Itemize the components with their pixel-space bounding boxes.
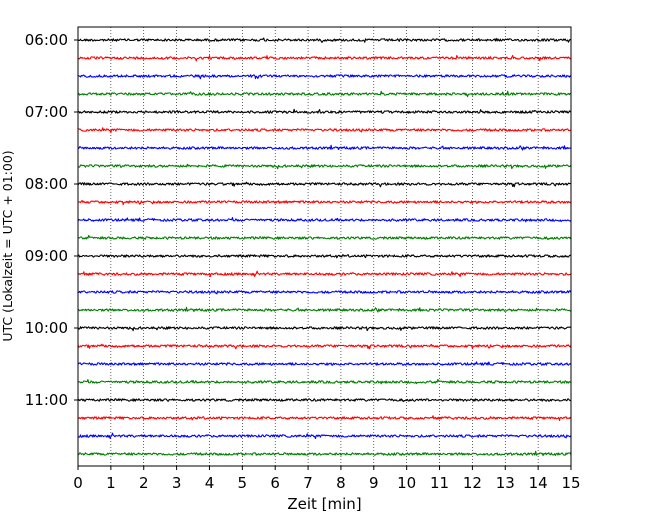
x-tick-label: 10 bbox=[397, 474, 416, 492]
plot-frame bbox=[77, 26, 572, 467]
trace-0745 bbox=[77, 163, 572, 170]
trace-0845 bbox=[77, 234, 572, 241]
trace-0700 bbox=[77, 108, 572, 114]
x-tick-label: 8 bbox=[336, 474, 346, 492]
trace-1130 bbox=[77, 432, 572, 440]
trace-0900 bbox=[78, 254, 572, 259]
y-tick-label: 11:00 bbox=[25, 391, 68, 409]
trace-0630 bbox=[77, 74, 572, 80]
trace-1000 bbox=[77, 326, 572, 332]
y-tick-label: 09:00 bbox=[25, 247, 68, 265]
trace-0815 bbox=[77, 199, 572, 206]
y-axis-ticks: 06:00 07:00 08:00 09:00 10:00 11:00 bbox=[25, 31, 78, 409]
trace-0730 bbox=[77, 144, 572, 151]
y-axis-label: UTC (Lokalzeit = UTC + 01:00) bbox=[0, 150, 15, 341]
x-tick-label: 14 bbox=[529, 474, 548, 492]
x-tick-label: 2 bbox=[139, 474, 149, 492]
trace-0615 bbox=[77, 54, 572, 62]
trace-1045 bbox=[77, 378, 572, 385]
trace-group bbox=[77, 37, 572, 457]
x-axis-ticks: 0 1 2 3 4 5 6 7 8 9 10 11 12 13 14 15 bbox=[73, 466, 581, 492]
trace-0930 bbox=[77, 290, 572, 295]
trace-0715 bbox=[78, 127, 572, 134]
y-tick-label: 10:00 bbox=[25, 319, 68, 337]
trace-1015 bbox=[77, 343, 572, 350]
x-tick-label: 11 bbox=[430, 474, 449, 492]
trace-1145 bbox=[77, 450, 572, 457]
trace-1030 bbox=[77, 361, 572, 366]
x-tick-label: 7 bbox=[303, 474, 313, 492]
trace-0800 bbox=[77, 181, 572, 188]
x-tick-label: 5 bbox=[238, 474, 248, 492]
x-tick-label: 15 bbox=[561, 474, 580, 492]
x-tick-label: 0 bbox=[73, 474, 83, 492]
trace-0915 bbox=[77, 270, 572, 278]
plot-background bbox=[78, 27, 571, 466]
trace-0600 bbox=[77, 37, 572, 43]
trace-0645 bbox=[77, 90, 572, 98]
x-tick-label: 6 bbox=[270, 474, 280, 492]
y-tick-label: 08:00 bbox=[25, 175, 68, 193]
y-tick-label: 07:00 bbox=[25, 103, 68, 121]
y-tick-label: 06:00 bbox=[25, 31, 68, 49]
trace-0830 bbox=[77, 217, 572, 223]
vertical-grid bbox=[110, 27, 539, 466]
x-tick-label: 12 bbox=[463, 474, 482, 492]
x-tick-label: 1 bbox=[106, 474, 116, 492]
trace-1115 bbox=[77, 415, 572, 422]
trace-0945 bbox=[77, 306, 572, 313]
x-tick-label: 9 bbox=[369, 474, 379, 492]
x-tick-label: 4 bbox=[205, 474, 215, 492]
x-axis-label: Zeit [min] bbox=[287, 495, 361, 513]
x-tick-label: 3 bbox=[172, 474, 182, 492]
trace-1100 bbox=[77, 398, 572, 403]
x-tick-label: 13 bbox=[496, 474, 515, 492]
